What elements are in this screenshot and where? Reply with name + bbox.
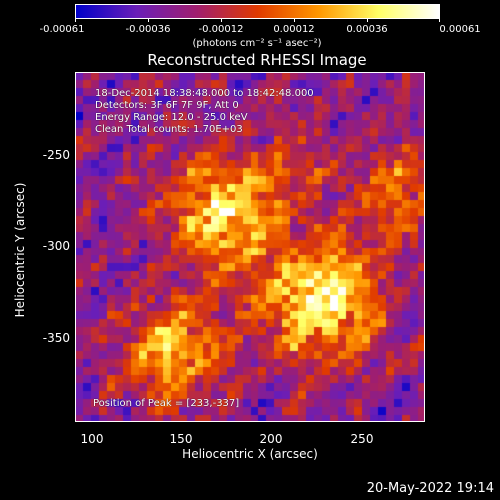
colorbar-label: -0.00036 [125,24,171,35]
y-axis-label: Heliocentric Y (arcsec) [13,182,27,318]
x-tick-label: 200 [259,432,283,446]
colorbar-tick [75,19,76,22]
colorbar-label: 0.00012 [273,24,315,35]
colorbar-tick [294,19,295,22]
timestamp: 20-May-2022 19:14 [366,481,494,496]
x-axis-label: Heliocentric X (arcsec) [182,447,318,461]
time-range-text: 18-Dec-2014 18:38:48.000 to 18:42:48.000 [95,88,314,99]
colorbar-tick [221,19,222,22]
clean-counts-text: Clean Total counts: 1.70E+03 [95,124,243,135]
colorbar-tick [439,19,440,22]
heatmap-image [76,73,424,421]
image-plot-area: 18-Dec-2014 18:38:48.000 to 18:42:48.000… [75,72,425,422]
y-tick-label: -300 [42,239,70,253]
colorbar-tick [367,19,368,22]
colorbar-label: 0.00061 [439,24,481,35]
colorbar-label: 0.00036 [346,24,388,35]
colorbar-tick [148,19,149,22]
colorbar-unit: (photons cm⁻² s⁻¹ asec⁻²) [192,38,322,49]
image-title: Reconstructed RHESSI Image [147,51,367,69]
energy-range-text: Energy Range: 12.0 - 25.0 keV [95,112,248,123]
colorbar [75,4,440,19]
x-tick-label: 150 [169,432,193,446]
detectors-text: Detectors: 3F 6F 7F 9F, Att 0 [95,100,239,111]
peak-position-text: Position of Peak = [233,-337] [93,398,240,409]
y-tick-label: -250 [42,148,70,162]
colorbar-label: -0.00061 [39,24,85,35]
x-tick-label: 100 [80,432,104,446]
y-tick-label: -350 [42,331,70,345]
colorbar-label: -0.00012 [198,24,244,35]
x-tick-label: 250 [350,432,374,446]
